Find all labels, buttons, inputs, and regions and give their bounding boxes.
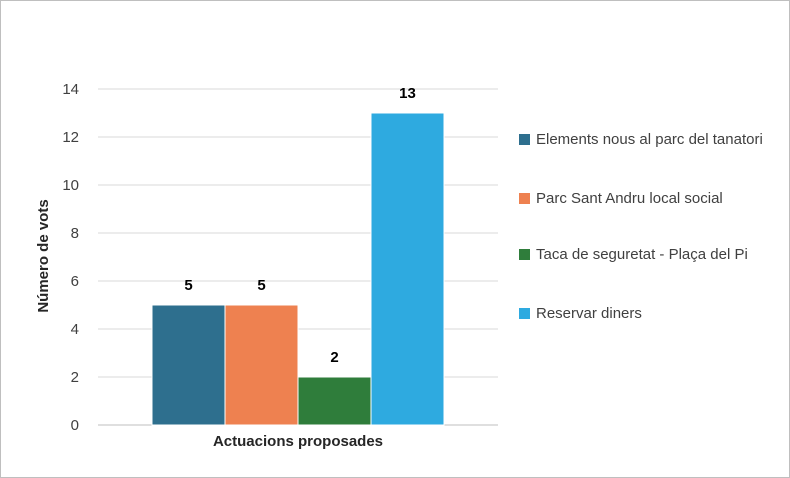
legend-label: Parc Sant Andru local social xyxy=(536,190,723,207)
y-tick-label: 10 xyxy=(62,177,79,194)
data-label: 13 xyxy=(399,85,416,102)
data-label: 2 xyxy=(330,349,338,366)
legend-item: Reservar diners xyxy=(519,302,642,325)
y-tick-label: 12 xyxy=(62,129,79,146)
y-tick-label: 14 xyxy=(62,81,79,98)
legend-label: Elements nous al parc del tanatori xyxy=(536,131,763,148)
y-tick-label: 4 xyxy=(71,321,79,338)
data-label: 5 xyxy=(257,277,265,294)
bar-2 xyxy=(224,304,299,426)
x-axis-title: Actuacions proposades xyxy=(213,433,383,450)
data-label: 5 xyxy=(184,277,192,294)
legend-swatch xyxy=(519,134,530,145)
bar-3 xyxy=(297,376,372,426)
y-tick-label: 0 xyxy=(71,417,79,434)
y-axis-title: Número de vots xyxy=(35,199,52,312)
bars xyxy=(151,112,445,426)
bar-1 xyxy=(151,304,226,426)
legend-item: Elements nous al parc del tanatori xyxy=(519,128,763,151)
legend-item: Parc Sant Andru local social xyxy=(519,187,723,210)
data-labels: 5 5 2 13 xyxy=(184,85,416,366)
y-tick-label: 8 xyxy=(71,225,79,242)
legend-swatch xyxy=(519,193,530,204)
y-axis-ticks: 0 2 4 6 8 10 12 14 xyxy=(62,81,79,434)
legend-item: Taca de seguretat - Plaça del Pi xyxy=(519,243,748,266)
legend-swatch xyxy=(519,308,530,319)
y-tick-label: 2 xyxy=(71,369,79,386)
legend-label: Reservar diners xyxy=(536,305,642,322)
legend-swatch xyxy=(519,249,530,260)
y-tick-label: 6 xyxy=(71,273,79,290)
bar-4 xyxy=(370,112,445,426)
legend-label: Taca de seguretat - Plaça del Pi xyxy=(536,246,748,263)
